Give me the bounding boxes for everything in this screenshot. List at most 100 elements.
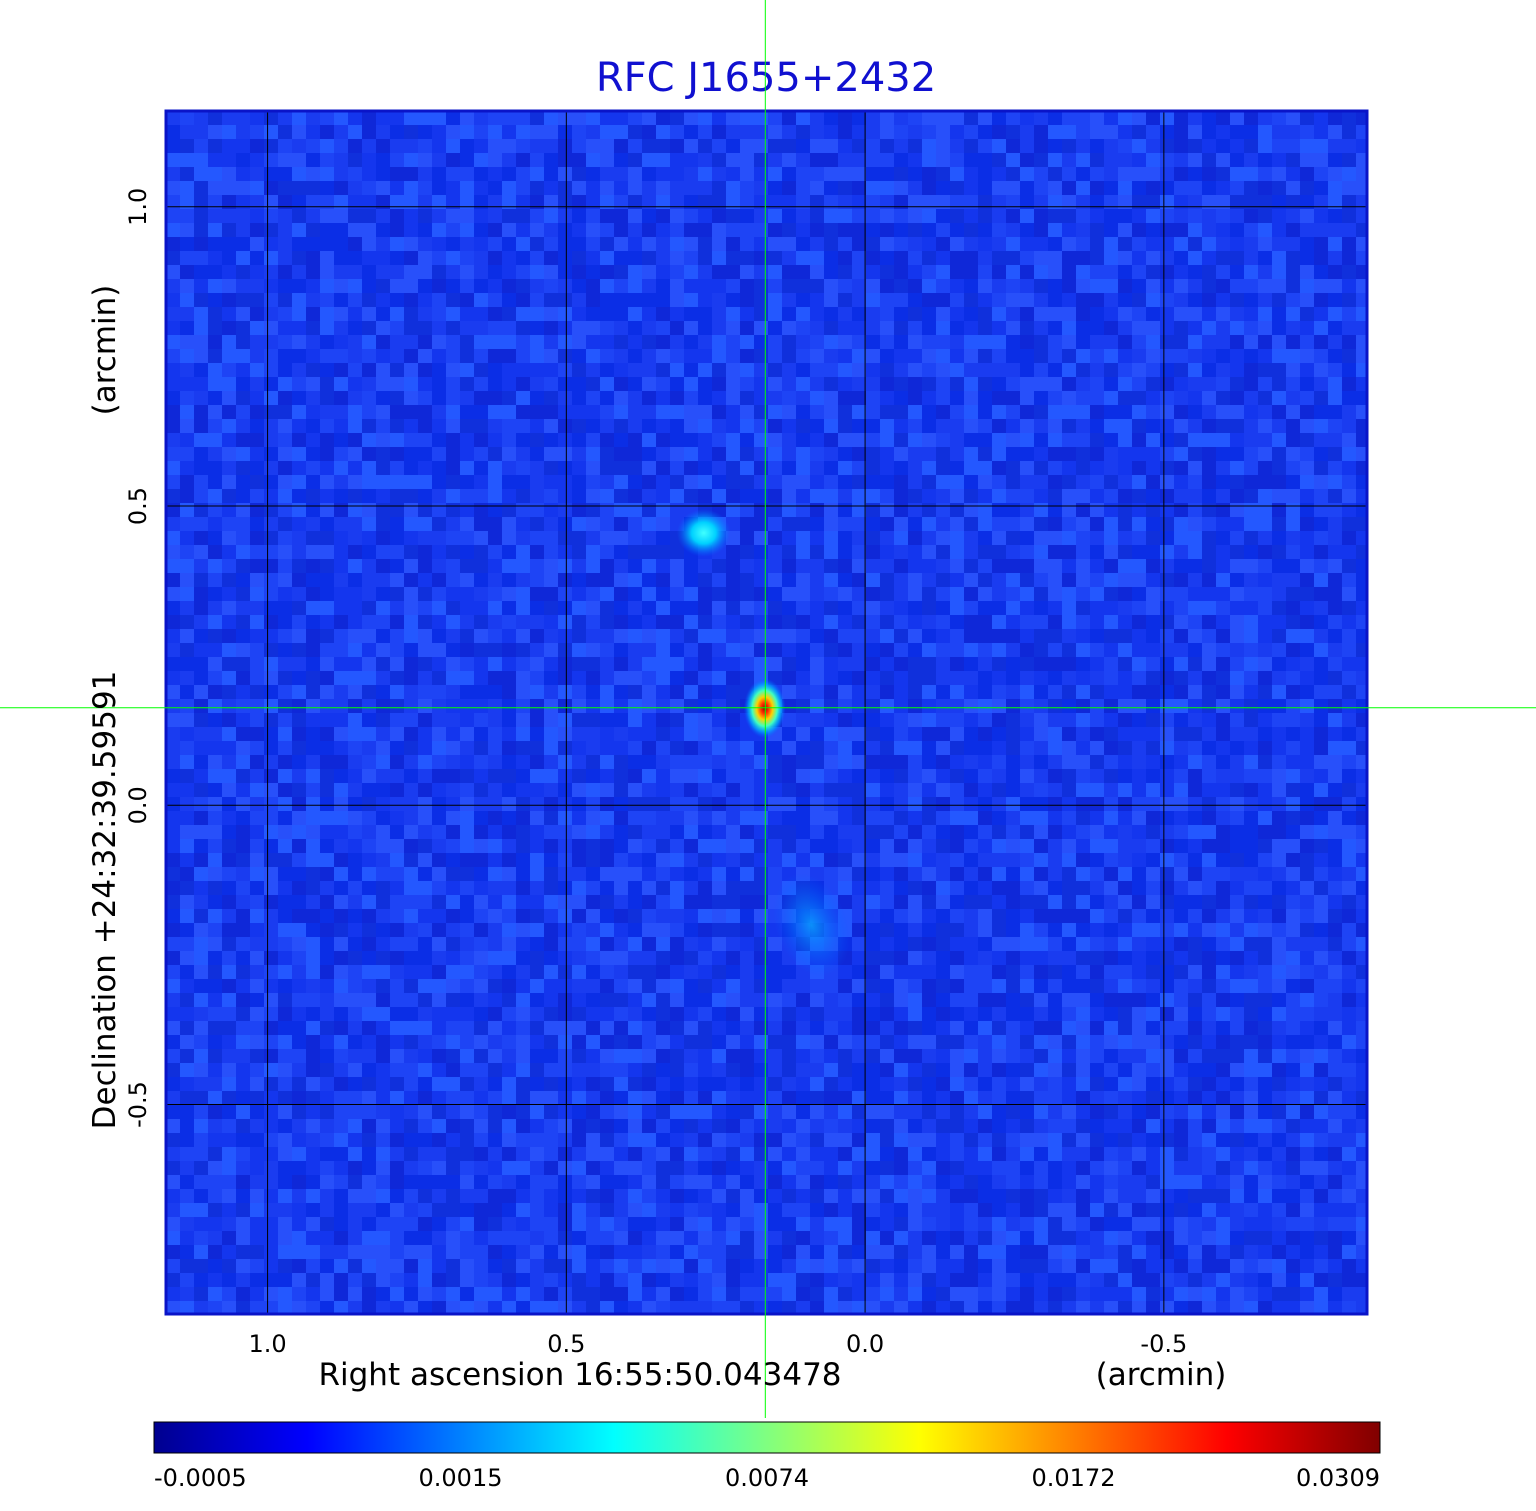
noise-pixel [1272, 601, 1286, 615]
noise-pixel [1244, 811, 1258, 825]
noise-pixel [1328, 293, 1342, 307]
noise-pixel [586, 769, 600, 783]
noise-pixel [1020, 279, 1034, 293]
noise-pixel [1244, 839, 1258, 853]
noise-pixel [978, 657, 992, 671]
noise-pixel [1160, 293, 1174, 307]
noise-pixel [684, 783, 698, 797]
noise-pixel [1314, 279, 1328, 293]
noise-pixel [698, 349, 712, 363]
noise-pixel [502, 223, 516, 237]
noise-pixel [698, 615, 712, 629]
noise-pixel [292, 433, 306, 447]
noise-pixel [208, 699, 222, 713]
noise-pixel [1244, 279, 1258, 293]
noise-pixel [488, 237, 502, 251]
noise-pixel [1286, 671, 1300, 685]
noise-pixel [1342, 825, 1356, 839]
noise-pixel [628, 685, 642, 699]
noise-pixel [880, 685, 894, 699]
noise-pixel [432, 111, 446, 125]
noise-pixel [1146, 153, 1160, 167]
noise-pixel [1216, 181, 1230, 195]
noise-pixel [1356, 251, 1367, 265]
noise-pixel [1356, 489, 1367, 503]
noise-pixel [1160, 783, 1174, 797]
noise-pixel [936, 153, 950, 167]
noise-pixel [1258, 433, 1272, 447]
noise-pixel [264, 321, 278, 335]
noise-pixel [1118, 797, 1132, 811]
noise-pixel [404, 783, 418, 797]
noise-pixel [1048, 181, 1062, 195]
noise-pixel [670, 643, 684, 657]
noise-pixel [838, 139, 852, 153]
noise-pixel [474, 657, 488, 671]
noise-pixel [250, 629, 264, 643]
noise-pixel [936, 307, 950, 321]
noise-pixel [852, 825, 866, 839]
noise-pixel [866, 503, 880, 517]
noise-pixel [1034, 811, 1048, 825]
noise-pixel [530, 629, 544, 643]
noise-pixel [698, 713, 712, 727]
noise-pixel [446, 797, 460, 811]
noise-pixel [782, 531, 796, 545]
noise-pixel [1216, 699, 1230, 713]
noise-pixel [1286, 573, 1300, 587]
noise-pixel [712, 867, 726, 881]
noise-pixel [670, 405, 684, 419]
noise-pixel [1356, 475, 1367, 489]
noise-pixel [558, 531, 572, 545]
noise-pixel [558, 825, 572, 839]
noise-pixel [418, 349, 432, 363]
noise-pixel [922, 909, 936, 923]
noise-pixel [880, 139, 894, 153]
noise-pixel [978, 307, 992, 321]
noise-pixel [166, 307, 180, 321]
noise-pixel [922, 601, 936, 615]
noise-pixel [306, 853, 320, 867]
noise-pixel [782, 139, 796, 153]
noise-pixel [180, 503, 194, 517]
noise-pixel [1328, 321, 1342, 335]
noise-pixel [670, 377, 684, 391]
noise-pixel [950, 461, 964, 475]
noise-pixel [1006, 461, 1020, 475]
noise-pixel [1314, 475, 1328, 489]
noise-pixel [796, 307, 810, 321]
noise-pixel [264, 475, 278, 489]
noise-pixel [1034, 251, 1048, 265]
noise-pixel [320, 279, 334, 293]
noise-pixel [656, 377, 670, 391]
noise-pixel [1314, 111, 1328, 125]
noise-pixel [670, 475, 684, 489]
noise-pixel [250, 573, 264, 587]
noise-pixel [894, 727, 908, 741]
noise-pixel [838, 741, 852, 755]
noise-pixel [1258, 489, 1272, 503]
noise-pixel [432, 209, 446, 223]
noise-pixel [194, 657, 208, 671]
noise-pixel [712, 153, 726, 167]
noise-pixel [1300, 559, 1314, 573]
noise-pixel [600, 797, 614, 811]
noise-pixel [642, 615, 656, 629]
noise-pixel [306, 685, 320, 699]
noise-pixel [264, 825, 278, 839]
noise-pixel [600, 867, 614, 881]
noise-pixel [530, 573, 544, 587]
noise-pixel [334, 755, 348, 769]
noise-pixel [978, 895, 992, 909]
noise-pixel [922, 517, 936, 531]
noise-pixel [1062, 811, 1076, 825]
noise-pixel [334, 643, 348, 657]
noise-pixel [1076, 391, 1090, 405]
noise-pixel [1258, 685, 1272, 699]
noise-pixel [782, 181, 796, 195]
noise-pixel [1202, 419, 1216, 433]
noise-pixel [180, 867, 194, 881]
noise-pixel [544, 363, 558, 377]
noise-pixel [866, 167, 880, 181]
noise-pixel [992, 461, 1006, 475]
